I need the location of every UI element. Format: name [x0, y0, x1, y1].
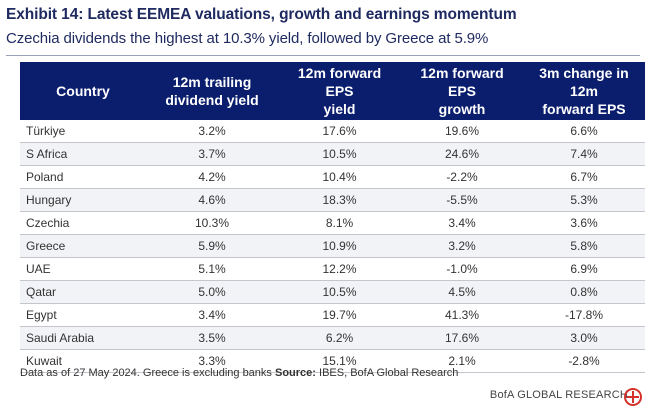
cell-eps-growth: 17.6%	[401, 326, 523, 350]
cell-dividend-yield: 5.0%	[146, 280, 278, 304]
cell-eps-growth: -2.2%	[401, 165, 523, 189]
cell-eps-growth: 41.3%	[401, 303, 523, 327]
cell-eps-growth: 3.2%	[401, 234, 523, 258]
cell-dividend-yield: 4.6%	[146, 188, 278, 212]
brand-name: BofA GLOBAL RESEARCH	[489, 389, 628, 401]
cell-eps-yield: 10.5%	[278, 280, 401, 304]
header-dividend-yield: 12m trailing dividend yield	[146, 62, 278, 120]
cell-eps-yield: 10.4%	[278, 165, 401, 189]
cell-eps-change: 0.8%	[523, 280, 645, 304]
header-eps-yield: 12m forward EPS yield	[278, 62, 401, 120]
cell-eps-change: 6.7%	[523, 165, 645, 189]
table-body: Türkiye 3.2% 17.6% 19.6% 6.6% S Africa 3.7% 10.…	[20, 120, 645, 373]
cell-country: UAE	[20, 257, 146, 281]
cell-eps-yield: 6.2%	[278, 326, 401, 350]
cell-country: Greece	[20, 234, 146, 258]
footnote-source-text: IBES, BofA Global Research	[315, 367, 459, 379]
exhibit-title: Exhibit 14: Latest EEMEA valuations, gro…	[6, 6, 517, 23]
cell-dividend-yield: 5.1%	[146, 257, 278, 281]
cell-eps-change: -2.8%	[523, 349, 645, 373]
cell-eps-yield: 18.3%	[278, 188, 401, 212]
cell-eps-change: 7.4%	[523, 142, 645, 166]
footnote-source-label: Source:	[274, 367, 316, 379]
cell-dividend-yield: 4.2%	[146, 165, 278, 189]
cell-dividend-yield: 5.9%	[146, 234, 278, 258]
cell-eps-yield: 15.1%	[278, 349, 401, 373]
table-row: Egypt 3.4% 19.7% 41.3% -17.8%	[20, 303, 645, 327]
table-row: Qatar 5.0% 10.5% 4.5% 0.8%	[20, 280, 645, 304]
table-row: Kuwait 3.3% 15.1% 2.1% -2.8%	[20, 349, 645, 373]
cell-dividend-yield: 3.2%	[146, 120, 278, 143]
cell-eps-growth: -5.5%	[401, 188, 523, 212]
table-row: UAE 5.1% 12.2% -1.0% 6.9%	[20, 257, 645, 281]
cell-eps-yield: 10.5%	[278, 142, 401, 166]
cell-country: Qatar	[20, 280, 146, 304]
cell-country: Saudi Arabia	[20, 326, 146, 350]
cell-dividend-yield: 3.4%	[146, 303, 278, 327]
table-row: Türkiye 3.2% 17.6% 19.6% 6.6%	[20, 120, 645, 143]
cell-eps-growth: 19.6%	[401, 120, 523, 143]
cell-eps-change: 5.8%	[523, 234, 645, 258]
table-row: Greece 5.9% 10.9% 3.2% 5.8%	[20, 234, 645, 258]
cell-eps-growth: 2.1%	[401, 349, 523, 373]
header-country: Country	[20, 62, 146, 120]
cell-country: Czechia	[20, 211, 146, 235]
cell-country: Egypt	[20, 303, 146, 327]
table-row: Czechia 10.3% 8.1% 3.4% 3.6%	[20, 211, 645, 235]
cell-eps-yield: 17.6%	[278, 120, 401, 143]
table-row: Hungary 4.6% 18.3% -5.5% 5.3%	[20, 188, 645, 212]
valuation-table: Country 12m trailing dividend yield 12m …	[20, 62, 645, 373]
cell-eps-change: 6.6%	[523, 120, 645, 143]
bofa-flag-logo-icon	[624, 388, 642, 406]
header-eps-growth: 12m forward EPS growth	[401, 62, 523, 120]
cell-dividend-yield: 3.3%	[146, 349, 278, 373]
cell-eps-change: 3.6%	[523, 211, 645, 235]
cell-eps-yield: 12.2%	[278, 257, 401, 281]
cell-country: Hungary	[20, 188, 146, 212]
header-eps-change: 3m change in 12m forward EPS	[523, 62, 645, 120]
cell-country: S Africa	[20, 142, 146, 166]
cell-eps-yield: 8.1%	[278, 211, 401, 235]
cell-dividend-yield: 3.7%	[146, 142, 278, 166]
title-divider	[6, 55, 640, 56]
cell-dividend-yield: 3.5%	[146, 326, 278, 350]
footnote-note: Data as of 27 May 2024. Greece is exclud…	[20, 367, 275, 379]
cell-country: Türkiye	[20, 120, 146, 143]
exhibit-subtitle: Czechia dividends the highest at 10.3% y…	[6, 30, 489, 47]
cell-eps-change: -17.8%	[523, 303, 645, 327]
cell-eps-growth: -1.0%	[401, 257, 523, 281]
cell-eps-growth: 3.4%	[401, 211, 523, 235]
cell-eps-change: 6.9%	[523, 257, 645, 281]
cell-eps-growth: 24.6%	[401, 142, 523, 166]
table-row: Saudi Arabia 3.5% 6.2% 17.6% 3.0%	[20, 326, 645, 350]
cell-eps-growth: 4.5%	[401, 280, 523, 304]
footnote: Data as of 27 May 2024. Greece is exclud…	[20, 367, 458, 379]
cell-country: Poland	[20, 165, 146, 189]
cell-dividend-yield: 10.3%	[146, 211, 278, 235]
table-row: S Africa 3.7% 10.5% 24.6% 7.4%	[20, 142, 645, 166]
table-header-row: Country 12m trailing dividend yield 12m …	[20, 62, 645, 120]
cell-eps-change: 3.0%	[523, 326, 645, 350]
cell-eps-yield: 10.9%	[278, 234, 401, 258]
cell-eps-yield: 19.7%	[278, 303, 401, 327]
cell-country: Kuwait	[20, 349, 146, 373]
table-row: Poland 4.2% 10.4% -2.2% 6.7%	[20, 165, 645, 189]
cell-eps-change: 5.3%	[523, 188, 645, 212]
